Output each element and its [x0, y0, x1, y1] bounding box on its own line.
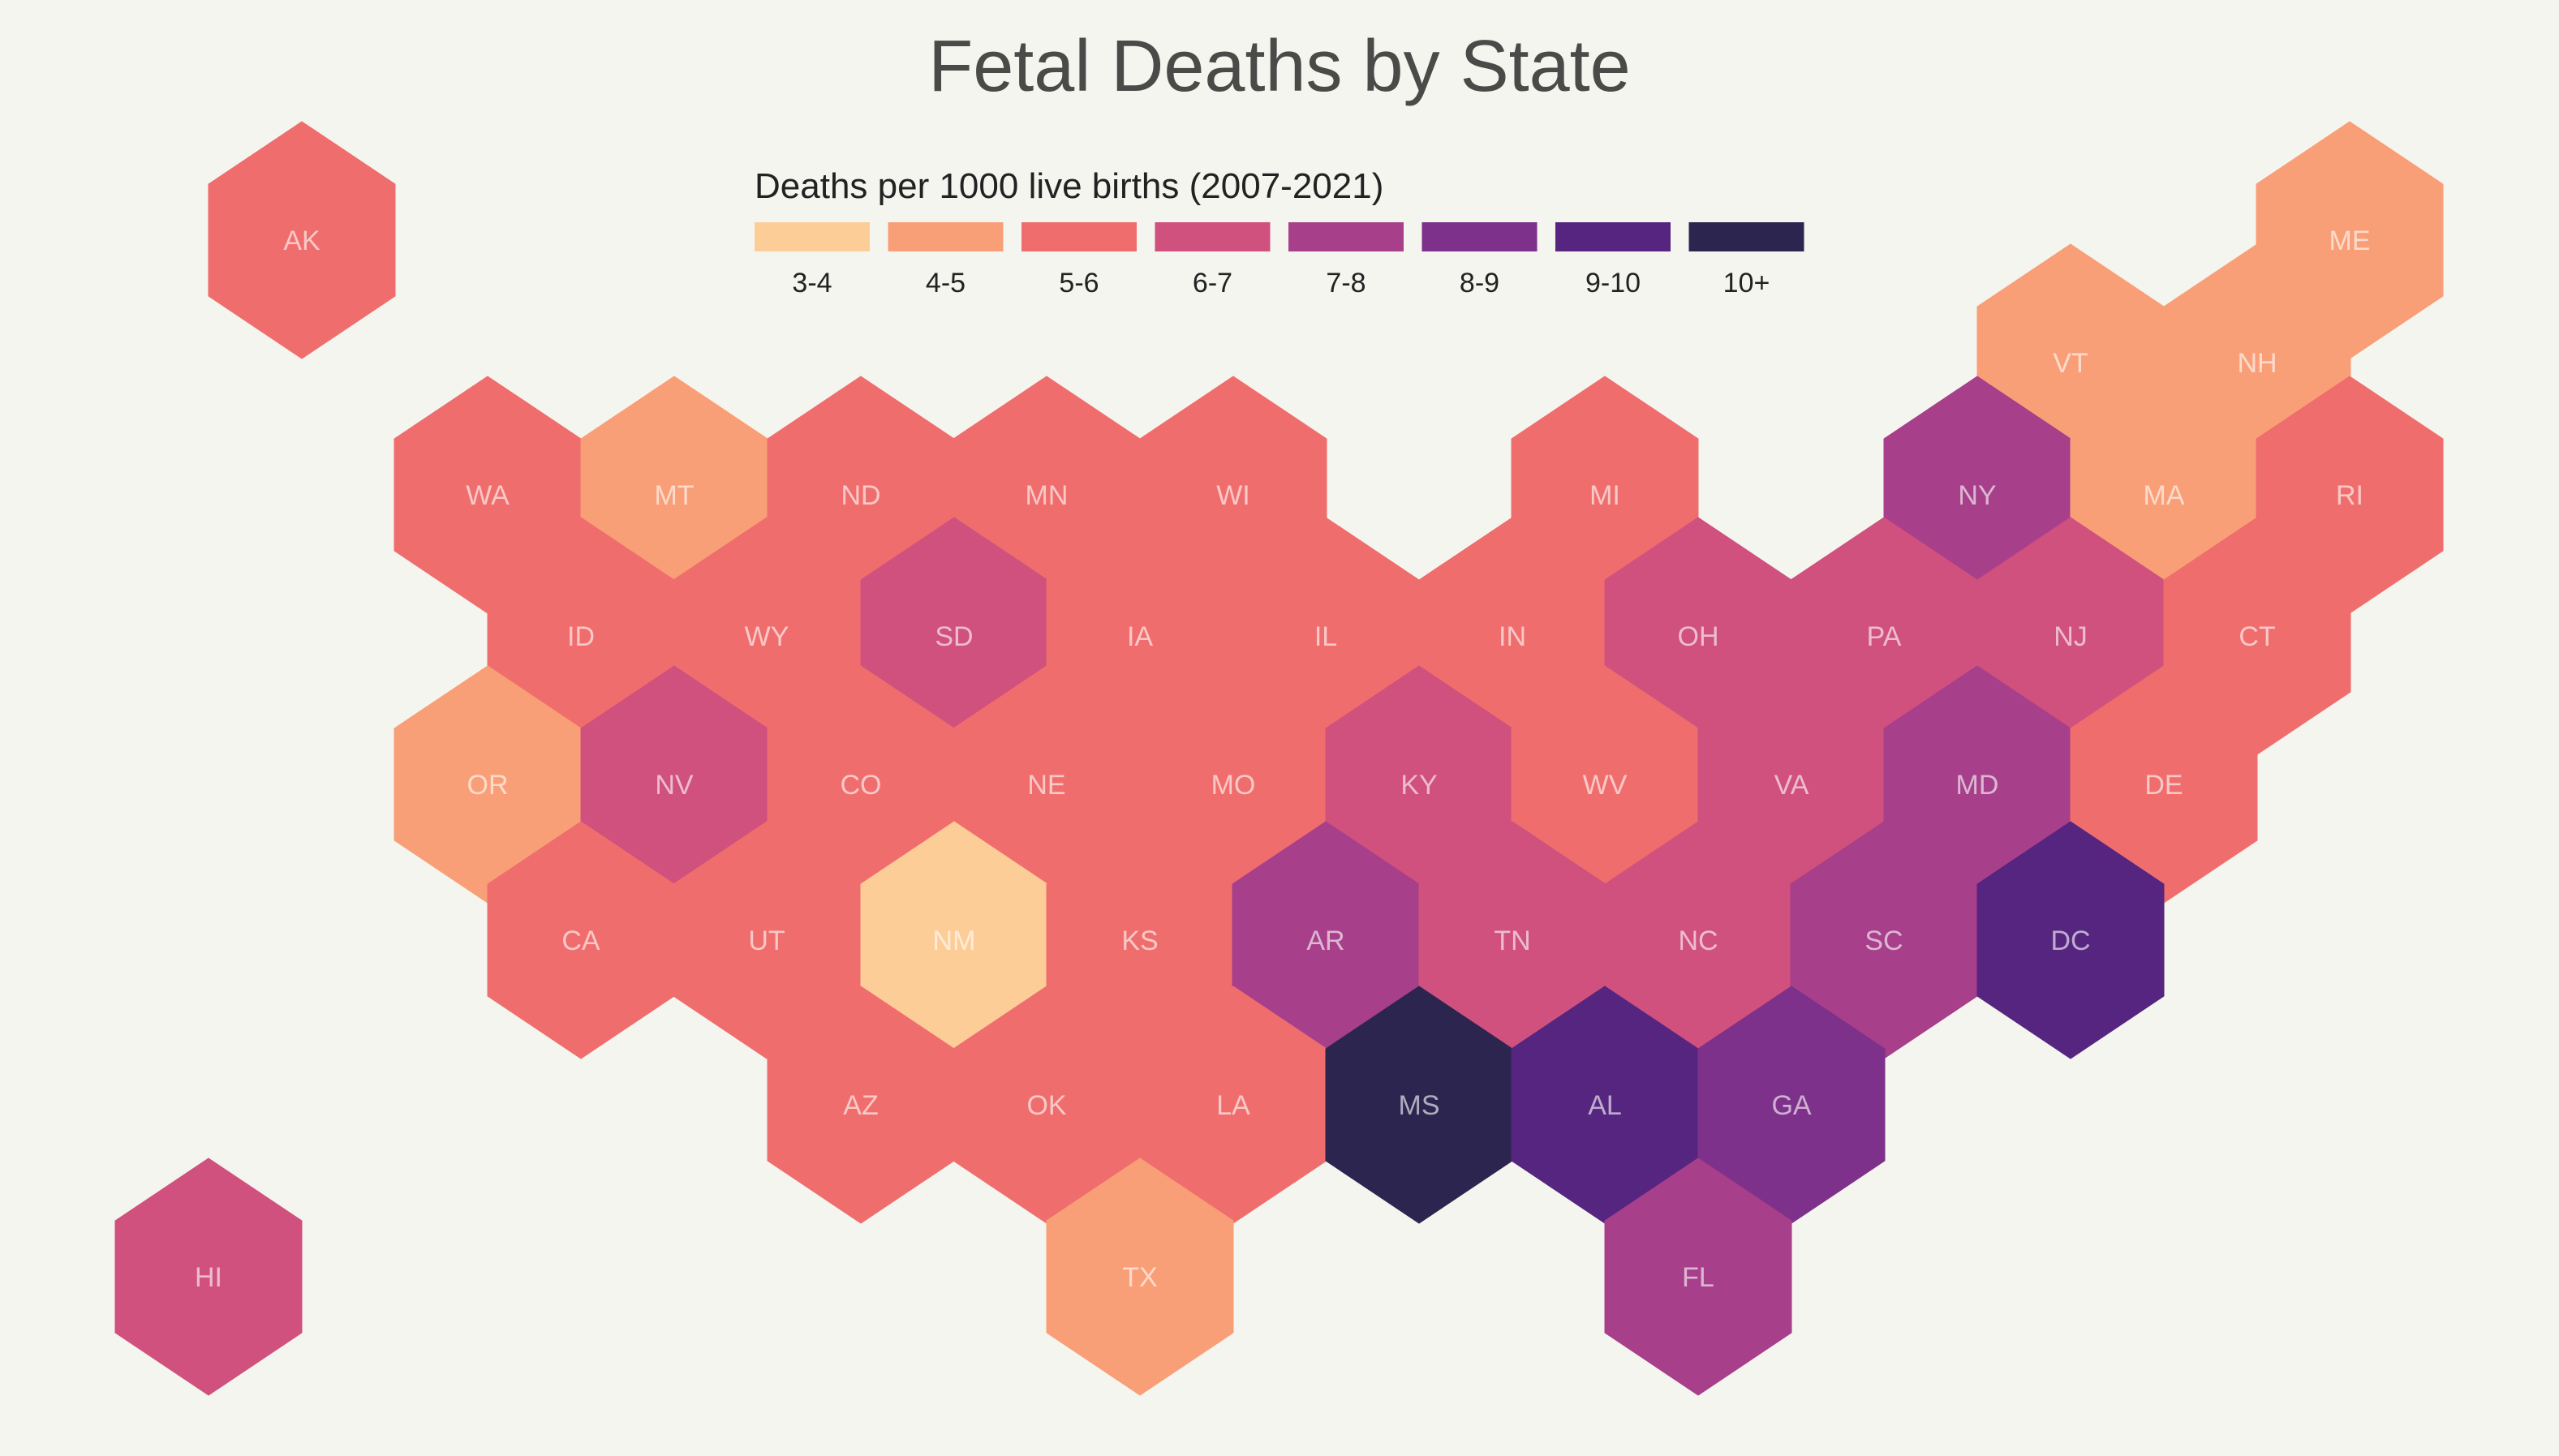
- state-label-ri: RI: [2336, 480, 2363, 511]
- legend-swatch-5-6: [1021, 222, 1137, 251]
- legend: 3-4 4-5 5-6 6-7 7-8 8-9 9-10 10+: [755, 222, 1804, 299]
- legend-title: Deaths per 1000 live births (2007-2021): [755, 166, 1383, 206]
- legend-label-3-4: 3-4: [792, 268, 832, 299]
- state-label-ga: GA: [1771, 1090, 1811, 1121]
- state-label-nj: NJ: [2054, 621, 2088, 652]
- state-label-ct: CT: [2239, 621, 2275, 652]
- state-label-ut: UT: [748, 926, 785, 956]
- legend-swatch-10+: [1688, 222, 1804, 251]
- state-label-co: CO: [841, 770, 882, 801]
- state-hex-ut: [673, 821, 861, 1059]
- state-label-ok: OK: [1026, 1090, 1066, 1121]
- state-label-ia: IA: [1127, 621, 1153, 652]
- legend-swatch-9-10: [1555, 222, 1671, 251]
- state-label-sd: SD: [935, 621, 973, 652]
- state-label-nd: ND: [841, 480, 880, 511]
- legend-swatch-4-5: [888, 222, 1004, 251]
- legend-label-5-6: 5-6: [1059, 268, 1099, 299]
- state-label-mt: MT: [654, 480, 694, 511]
- map-title: Fetal Deaths by State: [928, 26, 1630, 107]
- state-label-wy: WY: [745, 621, 789, 652]
- state-label-ms: MS: [1399, 1090, 1440, 1121]
- state-label-la: LA: [1216, 1090, 1250, 1121]
- state-label-hi: HI: [195, 1262, 222, 1293]
- state-label-va: VA: [1774, 770, 1809, 801]
- state-label-ca: CA: [561, 926, 600, 956]
- state-label-ak: AK: [283, 225, 320, 256]
- state-label-me: ME: [2329, 225, 2371, 256]
- state-label-in: IN: [1499, 621, 1526, 652]
- state-hex-dc: [1976, 821, 2165, 1059]
- state-label-ar: AR: [1306, 926, 1344, 956]
- state-label-wv: WV: [1583, 770, 1628, 801]
- state-label-md: MD: [1956, 770, 1999, 801]
- state-label-al: AL: [1588, 1090, 1622, 1121]
- legend-swatch-7-8: [1288, 222, 1404, 251]
- state-label-wi: WI: [1216, 480, 1250, 511]
- state-hexagons: AK ME VT NH WA MT ND MN WI MI NY MA RI ID WY SD IA IL IN OH…: [114, 121, 2444, 1396]
- state-label-sc: SC: [1864, 926, 1903, 956]
- state-label-vt: VT: [2053, 348, 2088, 379]
- state-label-ky: KY: [1400, 770, 1437, 801]
- state-label-tn: TN: [1494, 926, 1530, 956]
- state-label-ma: MA: [2144, 480, 2185, 511]
- state-label-pa: PA: [1867, 621, 1902, 652]
- state-label-id: ID: [567, 621, 595, 652]
- state-label-wa: WA: [466, 480, 510, 511]
- legend-swatch-8-9: [1421, 222, 1538, 251]
- state-label-fl: FL: [1682, 1262, 1714, 1293]
- legend-label-6-7: 6-7: [1193, 268, 1232, 299]
- legend-label-10+: 10+: [1723, 268, 1770, 299]
- legend-swatch-3-4: [755, 222, 870, 251]
- state-hex-hi: [114, 1157, 303, 1396]
- legend-label-8-9: 8-9: [1460, 268, 1499, 299]
- state-label-nh: NH: [2237, 348, 2277, 379]
- state-hex-ak: [208, 121, 396, 359]
- state-label-ne: NE: [1027, 770, 1065, 801]
- state-label-or: OR: [467, 770, 509, 801]
- legend-label-7-8: 7-8: [1326, 268, 1366, 299]
- legend-label-4-5: 4-5: [926, 268, 966, 299]
- state-label-il: IL: [1314, 621, 1337, 652]
- legend-label-9-10: 9-10: [1585, 268, 1641, 299]
- state-label-mo: MO: [1211, 770, 1256, 801]
- state-label-mi: MI: [1589, 480, 1620, 511]
- state-label-de: DE: [2144, 770, 2183, 801]
- state-label-ks: KS: [1121, 926, 1158, 956]
- state-label-oh: OH: [1678, 621, 1719, 652]
- state-label-tx: TX: [1122, 1262, 1157, 1293]
- state-label-nv: NV: [655, 770, 694, 801]
- legend-swatch-6-7: [1155, 222, 1271, 251]
- state-label-mn: MN: [1026, 480, 1069, 511]
- state-label-dc: DC: [2050, 926, 2090, 956]
- state-label-ny: NY: [1958, 480, 1996, 511]
- state-hex-tx: [1046, 1157, 1234, 1396]
- state-hex-fl: [1604, 1157, 1792, 1396]
- state-label-az: AZ: [843, 1090, 878, 1121]
- state-label-nc: NC: [1678, 926, 1718, 956]
- state-label-nm: NM: [933, 926, 976, 956]
